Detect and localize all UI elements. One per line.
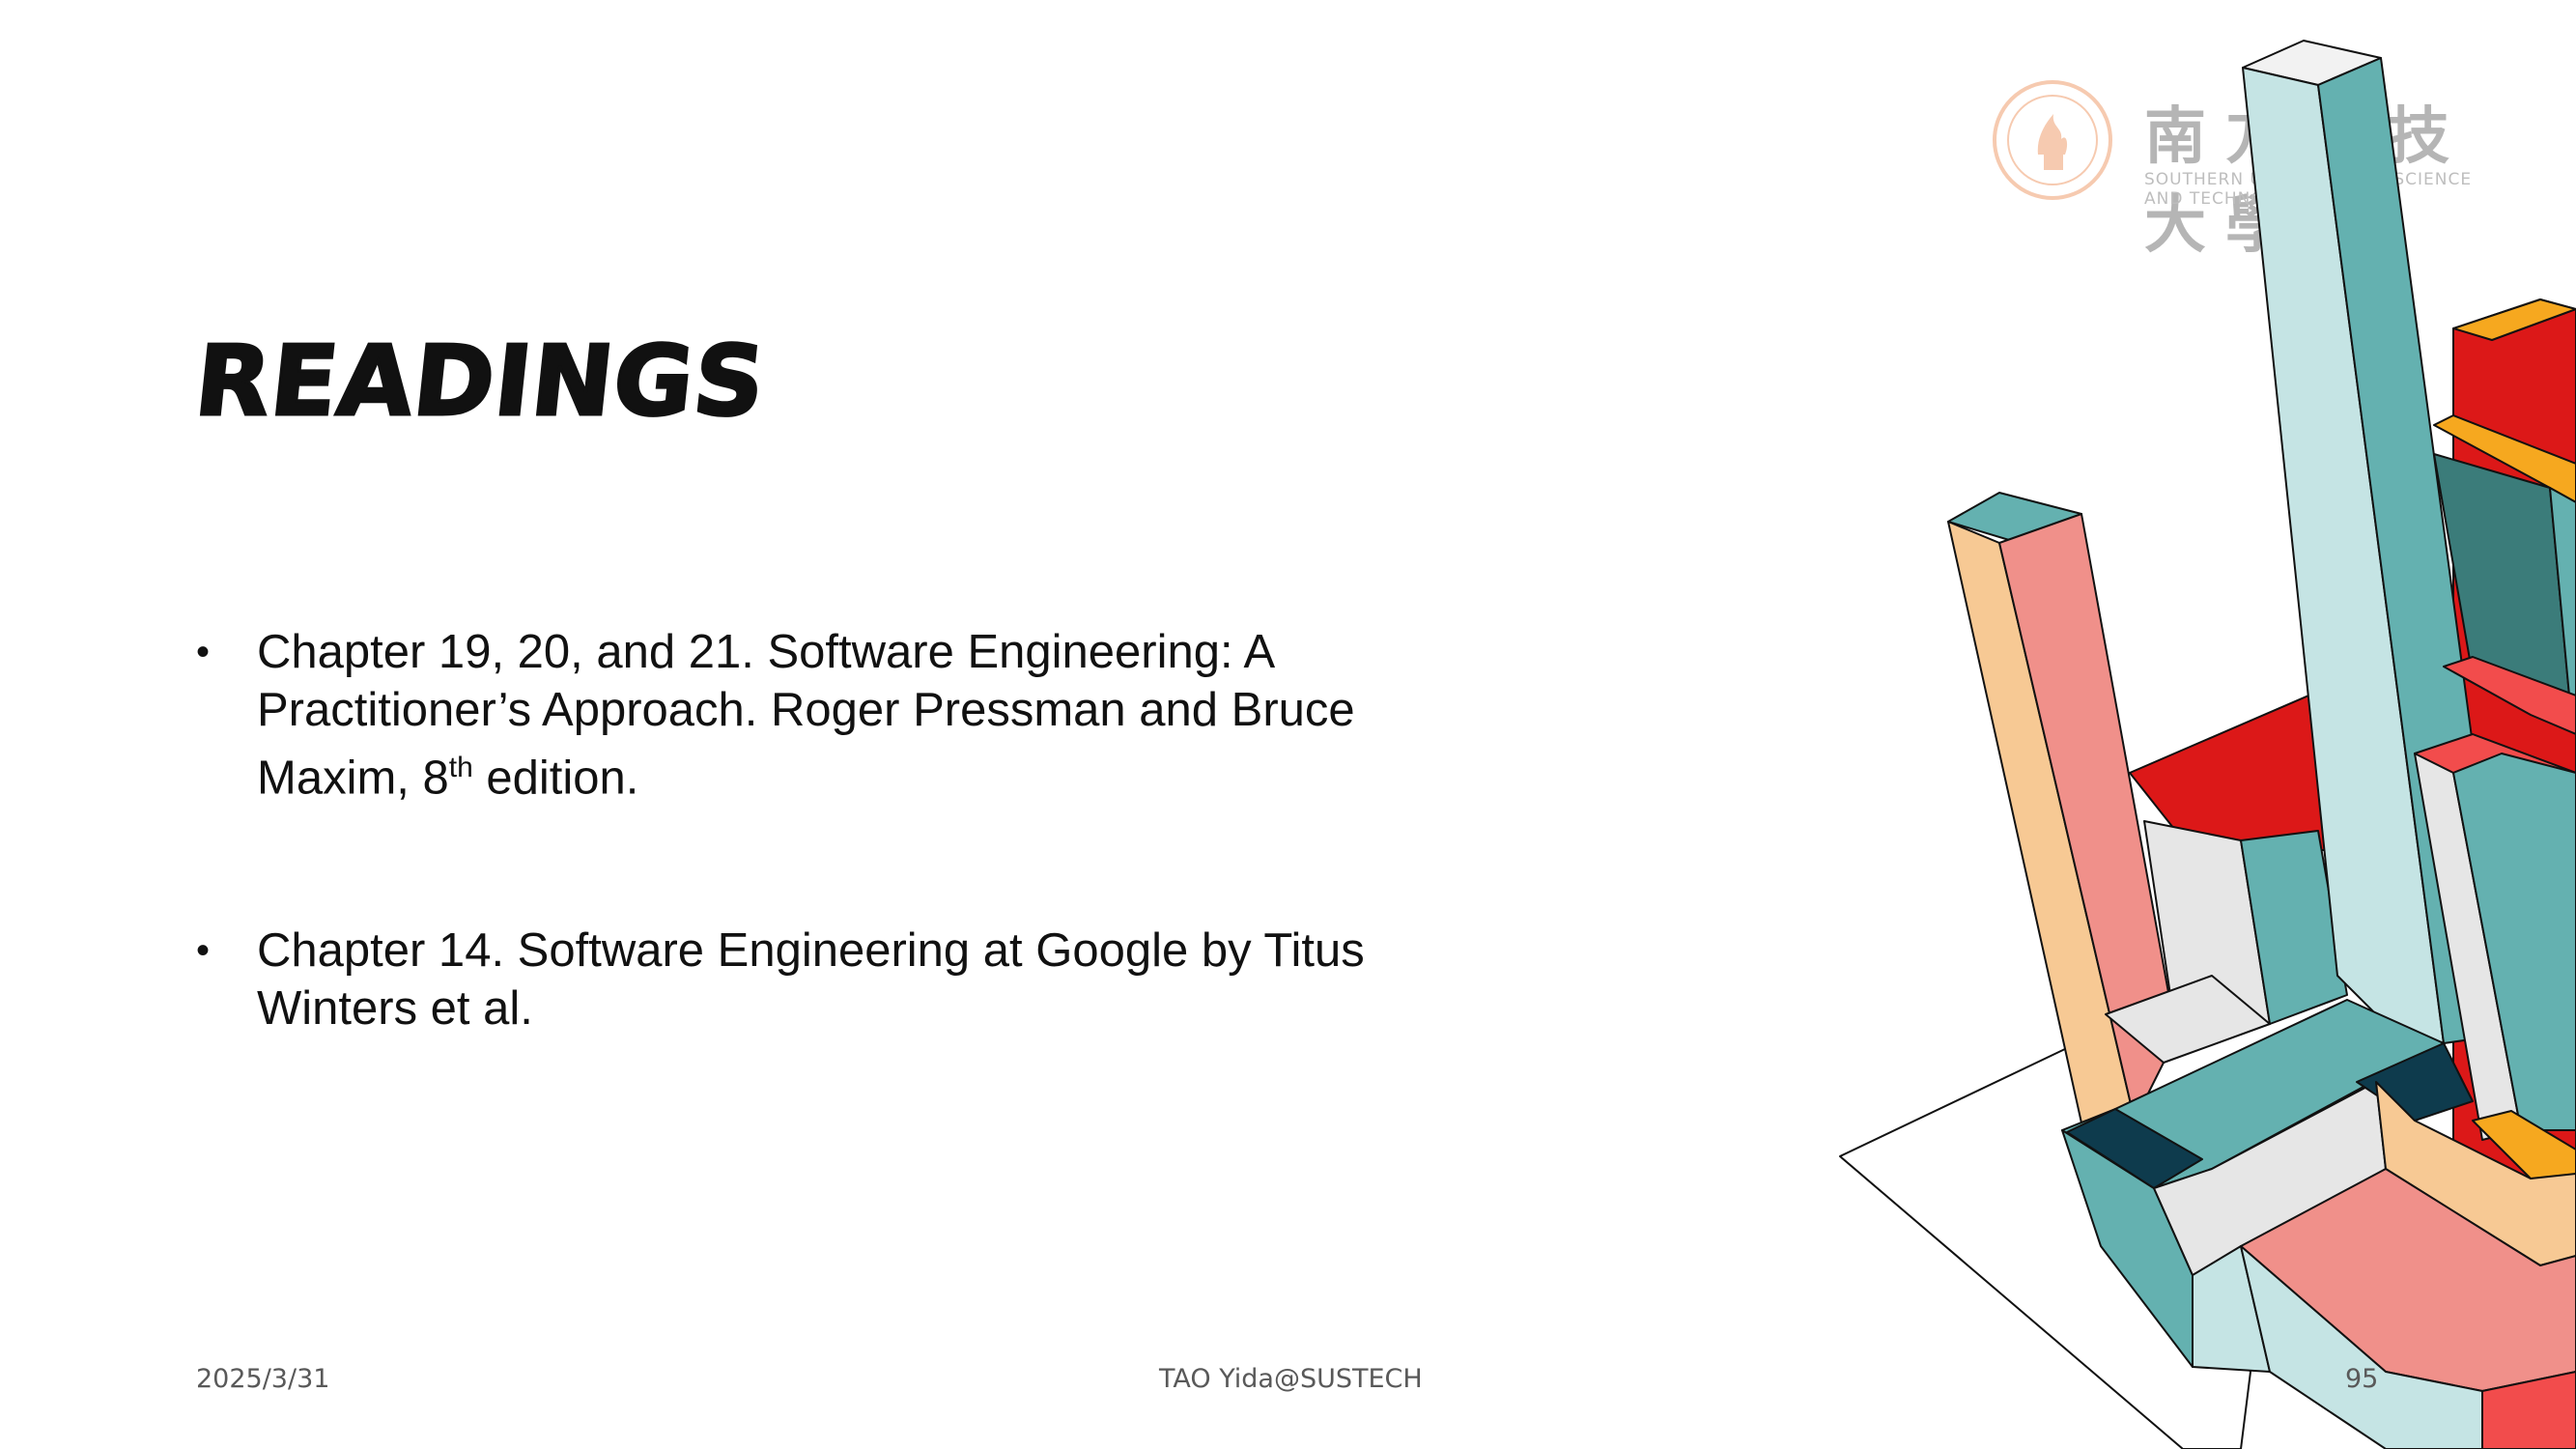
list-item: • Chapter 19, 20, and 21. Software Engin… bbox=[196, 623, 1442, 807]
list-item: • Chapter 14. Software Engineering at Go… bbox=[196, 922, 1442, 1037]
bullet-icon: • bbox=[196, 929, 211, 973]
university-seal-icon bbox=[1993, 80, 2112, 200]
bullet-icon: • bbox=[196, 631, 211, 673]
footer-date: 2025/3/31 bbox=[196, 1364, 330, 1394]
footer-author: TAO Yida@SUSTECH bbox=[1159, 1364, 1423, 1394]
reading-text: Chapter 14. Software Engineering at Goog… bbox=[257, 924, 1365, 1036]
readings-list: • Chapter 19, 20, and 21. Software Engin… bbox=[196, 623, 1442, 1037]
slide-title: Readings bbox=[188, 324, 772, 440]
reading-text-end: edition. bbox=[472, 752, 639, 805]
reading-text-main: Chapter 19, 20, and 21. Software Enginee… bbox=[257, 626, 1355, 805]
page-number: 95 bbox=[2345, 1364, 2379, 1394]
reading-superscript: th bbox=[448, 752, 473, 783]
decorative-blocks-illustration bbox=[1839, 40, 2576, 1449]
